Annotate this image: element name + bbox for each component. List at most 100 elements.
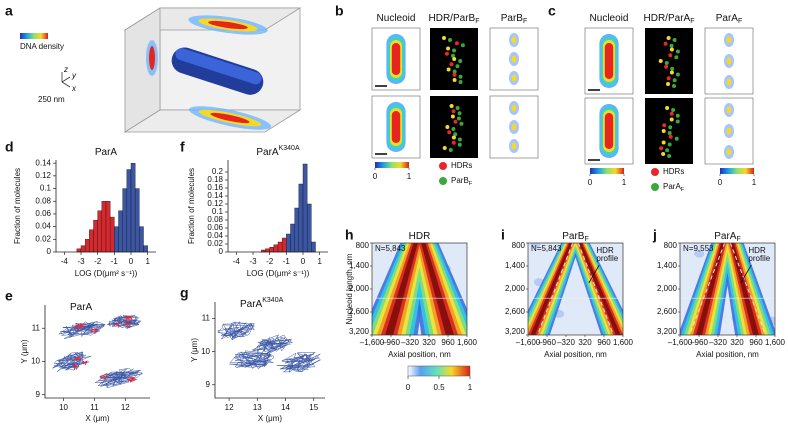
spot: [452, 72, 457, 77]
y-tick-label: 0.02: [207, 239, 223, 248]
x-tick-label: -2: [94, 257, 102, 266]
x-tick-label: 1,600: [765, 338, 786, 347]
panel-title: ParBF: [562, 231, 589, 243]
spot: [664, 61, 669, 65]
colorbar: [590, 168, 624, 174]
spot: [667, 154, 672, 158]
bar: [134, 188, 140, 253]
y-tick-label: 2,000: [505, 284, 526, 293]
colorbar-label: 1: [752, 178, 757, 187]
text-main: ParB: [562, 231, 585, 242]
spot: [669, 47, 674, 52]
y-tick-label: 0.02: [35, 234, 51, 243]
heatmap-noise: [694, 249, 705, 258]
text-sub: F: [523, 18, 527, 25]
spot: [446, 67, 451, 72]
bar: [118, 210, 123, 253]
spot: [458, 80, 463, 84]
heatmap-colorbar: [407, 365, 471, 377]
axis-letter: x: [71, 84, 77, 93]
x-tick-label: –320: [709, 338, 727, 347]
text-sub: F: [738, 18, 742, 25]
spot: [663, 41, 668, 46]
spot: [664, 64, 669, 69]
spot: [668, 134, 673, 139]
sample-size: N=9,553: [683, 244, 714, 253]
x-tick-label: -1: [111, 257, 119, 266]
x-tick-label: 1,600: [457, 338, 478, 347]
spot: [659, 146, 664, 151]
track: [52, 351, 92, 373]
legend-swatch: [651, 183, 659, 191]
column-title: Nucleoid: [590, 13, 629, 24]
y-tick-label: 9: [206, 380, 211, 389]
bar: [126, 169, 132, 253]
spot: [669, 70, 674, 75]
annotation: HDR: [748, 246, 766, 255]
legend-swatch: [439, 162, 447, 170]
colorbar-label: 0: [373, 172, 378, 181]
track: [276, 352, 321, 374]
spot: [670, 66, 675, 71]
spot: [669, 117, 674, 122]
track-immobile: [113, 321, 120, 328]
x-tick-label: 0: [301, 257, 306, 266]
x-tick-label: –1,600: [668, 338, 693, 347]
panel-letter: c: [548, 3, 556, 19]
x-tick-label: 0: [129, 257, 134, 266]
spot: [446, 46, 451, 51]
y-tick-label: 800: [356, 241, 370, 250]
track: [229, 350, 274, 370]
y-tick-label: 3,200: [349, 327, 370, 336]
spot: [452, 78, 457, 82]
y-tick-label: 1,400: [505, 261, 526, 270]
y-tick-label: 800: [512, 241, 526, 250]
heatmap-band: [530, 243, 573, 335]
panel-title: HDR: [409, 231, 431, 242]
y-tick-label: 0.08: [207, 215, 223, 224]
panel-a-scene: [20, 7, 302, 133]
sample-size: N=5,843: [531, 244, 562, 253]
colorbar-label: 0: [588, 178, 593, 187]
legend-swatch: [651, 168, 659, 176]
spot: [667, 142, 672, 147]
hdr-profile: [689, 243, 726, 335]
colorbar: [375, 162, 409, 168]
spot: [726, 127, 732, 135]
bar: [109, 216, 115, 253]
bar: [281, 237, 287, 253]
bar: [122, 188, 128, 253]
y-axis-label: Nucleoid length, nm: [345, 253, 354, 324]
text-main: ParA: [716, 13, 739, 24]
bar: [114, 226, 119, 253]
colorbar-label: 1: [622, 178, 627, 187]
heatmap-band: [578, 243, 621, 335]
spot: [458, 74, 463, 79]
spot: [451, 109, 456, 114]
x-tick-label: 12: [225, 403, 234, 412]
spot: [672, 38, 677, 42]
spot: [442, 146, 447, 150]
spot: [675, 49, 680, 54]
axes: [227, 160, 328, 253]
spot: [453, 132, 458, 137]
heatmap-band: [421, 243, 454, 335]
column-title: ParAF: [716, 13, 743, 25]
y-tick-label: 1,400: [657, 261, 678, 270]
annotation: HDR: [596, 246, 614, 255]
text-sub: F: [736, 236, 740, 243]
panel-letter: d: [5, 139, 14, 155]
text-sub: F: [681, 187, 685, 193]
column-title: HDR/ParBF: [429, 13, 480, 25]
text-main: HDR: [409, 231, 431, 242]
bar: [298, 183, 304, 253]
y-tick-label: 10: [31, 357, 40, 366]
x-axis-label: Axial position, nm: [388, 350, 451, 359]
spot: [726, 57, 732, 65]
chart-title: ParA: [95, 147, 118, 158]
bar: [76, 248, 82, 253]
hdr-profile: [729, 243, 766, 335]
x-axis-label: Axial position, nm: [696, 350, 759, 359]
y-tick-label: 2,000: [349, 284, 370, 293]
x-tick-label: 10: [59, 403, 68, 412]
